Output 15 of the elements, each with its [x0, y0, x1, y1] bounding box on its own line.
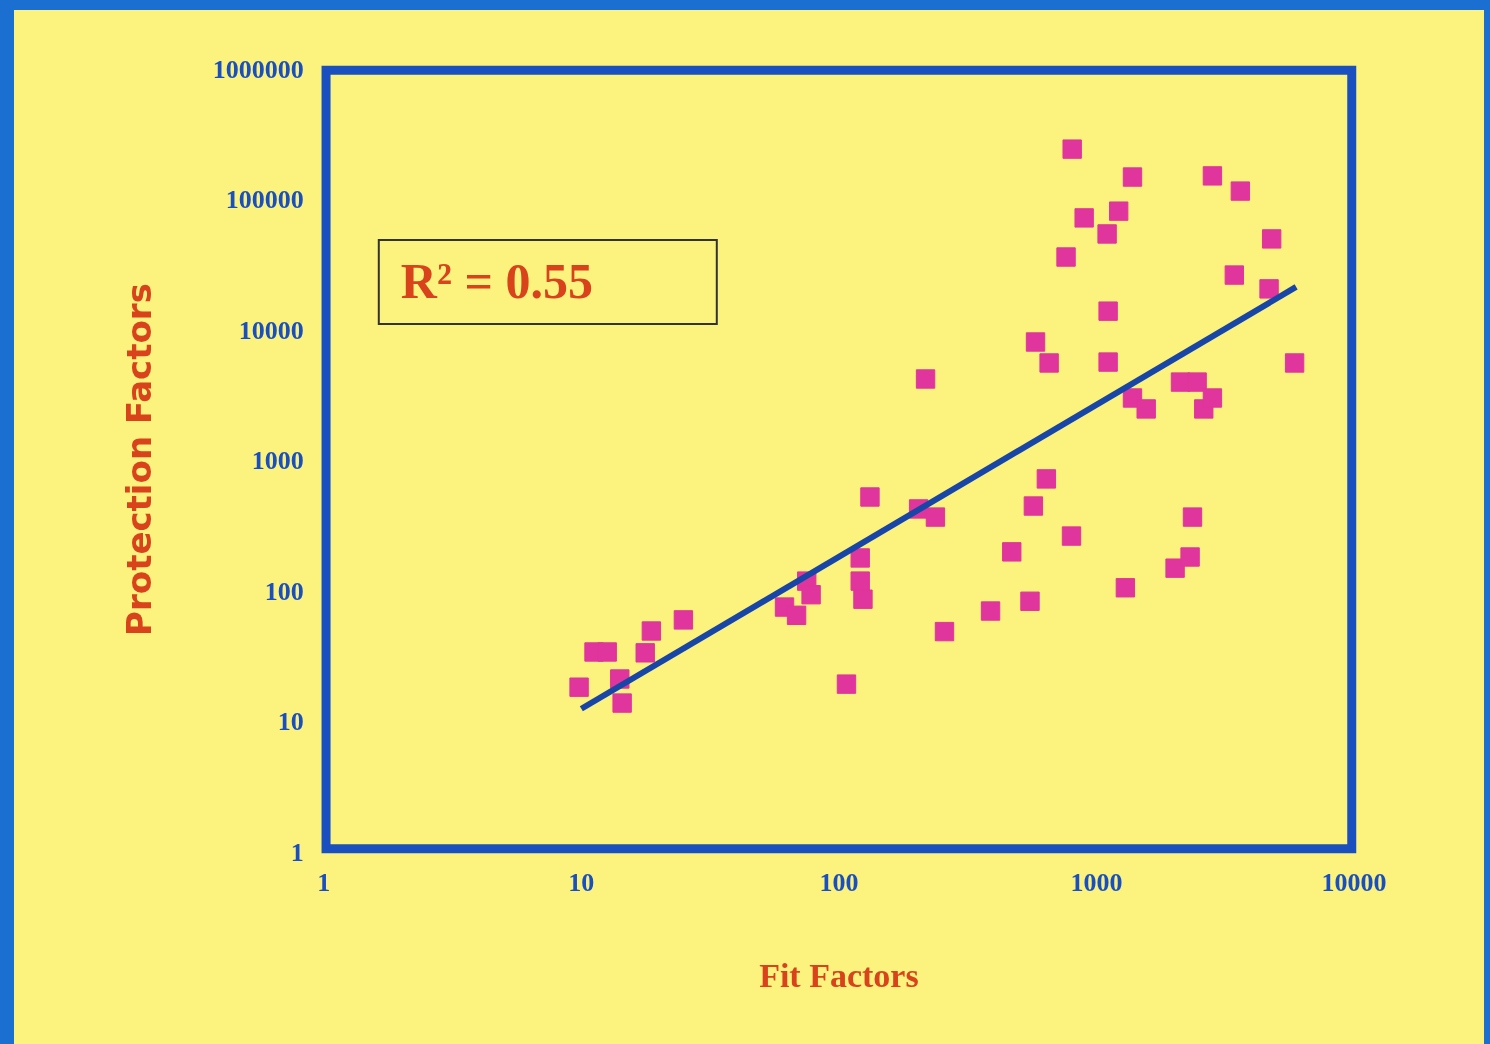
y-axis-title: Protection Factors — [119, 283, 160, 636]
y-tick-label: 10 — [277, 707, 304, 737]
y-tick-label: 1 — [290, 837, 304, 867]
x-tick-label: 1 — [317, 868, 331, 898]
x-tick-label: 10 — [568, 868, 595, 898]
annotation: R² = 0.55 — [400, 252, 593, 309]
y-tick-label: 1000 — [251, 446, 304, 476]
x-axis-title: Fit Factors — [759, 957, 919, 995]
x-tick-label: 10000 — [1321, 868, 1387, 898]
x-tick-label: 100 — [819, 868, 859, 898]
x-tick-label: 1000 — [1070, 868, 1123, 898]
y-tick-label: 100 — [264, 576, 304, 606]
y-tick-label: 100000 — [225, 185, 304, 215]
y-tick-label: 1000000 — [212, 54, 304, 84]
y-tick-label: 10000 — [238, 315, 304, 345]
